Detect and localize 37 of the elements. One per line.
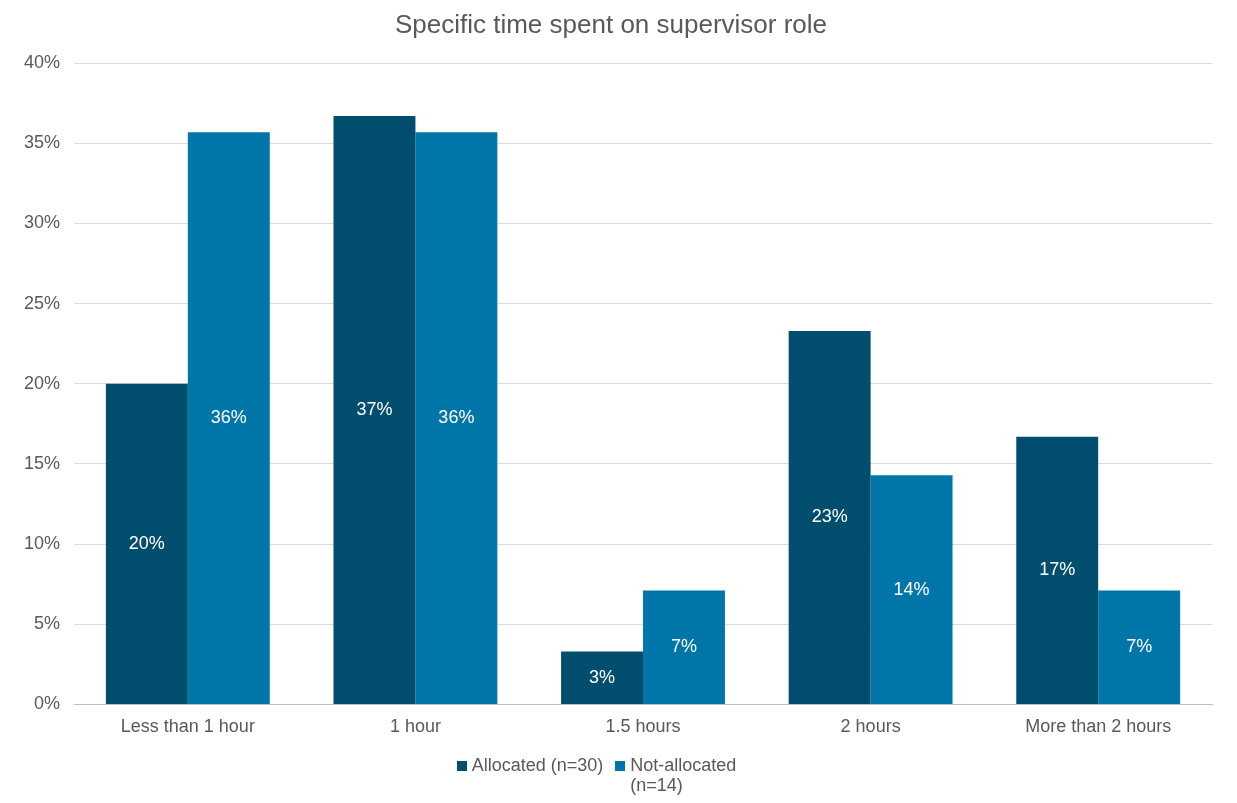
x-tick-label: 1.5 hours: [605, 716, 681, 737]
chart-title: Specific time spent on supervisor role: [394, 8, 828, 39]
bar: [561, 651, 644, 704]
data-label: 17%: [1039, 559, 1076, 580]
y-tick-label: 40%: [24, 52, 61, 73]
bar: [1098, 590, 1181, 704]
legend-label: Allocated (n=30): [471, 755, 604, 775]
legend-label: Not-allocated (n=14): [630, 755, 738, 795]
bar: [1016, 436, 1099, 704]
data-label: 36%: [210, 406, 247, 427]
x-tick-label: More than 2 hours: [1025, 716, 1172, 737]
y-tick-label: 35%: [24, 132, 61, 153]
bar: [333, 116, 416, 704]
bar: [788, 330, 871, 704]
x-tick-label: 2 hours: [840, 716, 901, 737]
x-tick-label: Less than 1 hour: [120, 716, 255, 737]
data-label: 20%: [128, 532, 165, 553]
y-tick-label: 10%: [24, 533, 61, 554]
y-tick-label: 15%: [24, 452, 61, 473]
bar: [105, 383, 188, 704]
data-label: 3%: [589, 666, 616, 687]
y-tick-label: 30%: [24, 212, 61, 233]
data-label: 14%: [893, 578, 930, 599]
data-label: 7%: [670, 636, 697, 657]
bar: [187, 132, 270, 704]
data-label: 37%: [356, 398, 393, 419]
data-label: 36%: [438, 406, 475, 427]
y-tick-label: 5%: [34, 613, 61, 634]
x-tick-label: 1 hour: [389, 716, 441, 737]
y-tick-label: 20%: [24, 372, 61, 393]
bar: [415, 132, 498, 704]
data-label: 23%: [811, 506, 848, 527]
data-label: 7%: [1126, 636, 1153, 657]
y-tick-label: 25%: [24, 292, 61, 313]
bar: [643, 590, 725, 704]
y-tick-label: 0%: [34, 693, 61, 714]
bar: [870, 475, 953, 704]
